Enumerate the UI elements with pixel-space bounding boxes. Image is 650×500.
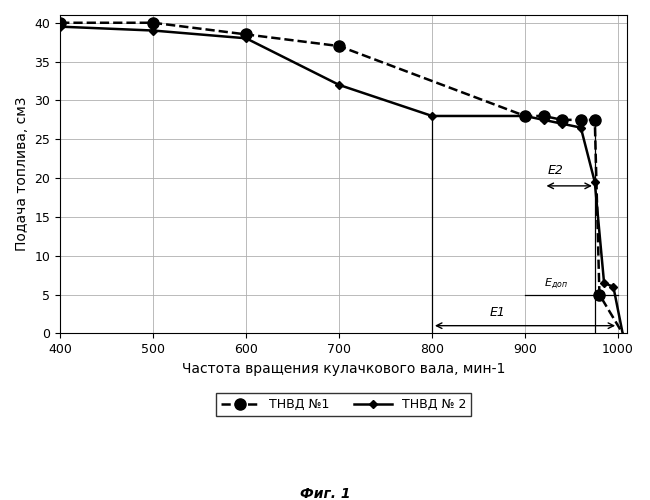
Text: E1: E1 <box>489 306 505 320</box>
Text: E2: E2 <box>548 164 564 177</box>
Text: $E_{доп}$: $E_{доп}$ <box>543 276 567 290</box>
Legend: ТНВД №1, ТНВД № 2: ТНВД №1, ТНВД № 2 <box>216 394 471 416</box>
X-axis label: Частота вращения кулачкового вала, мин-1: Частота вращения кулачкового вала, мин-1 <box>182 362 506 376</box>
Y-axis label: Подача топлива, см3: Подача топлива, см3 <box>15 97 29 252</box>
Text: Фиг. 1: Фиг. 1 <box>300 486 350 500</box>
